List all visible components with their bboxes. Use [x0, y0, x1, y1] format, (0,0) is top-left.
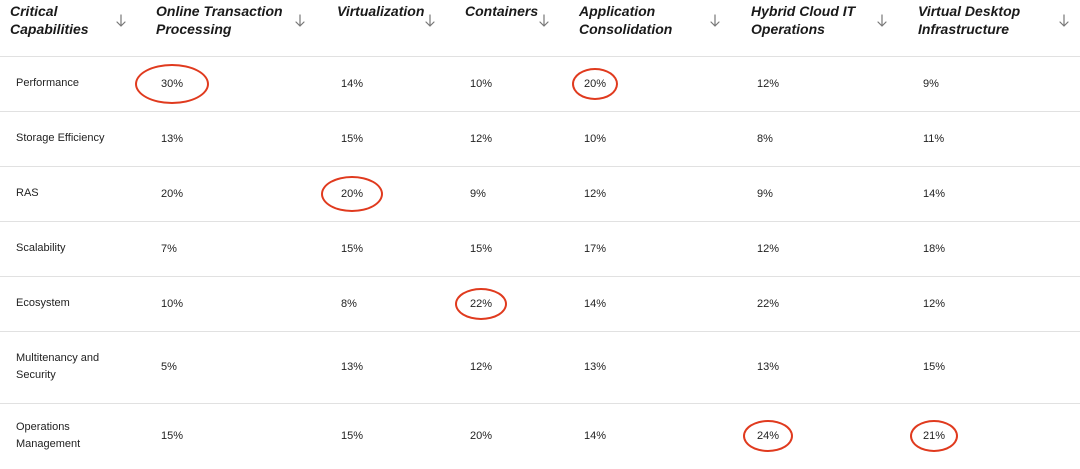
table-cell: 15% [341, 430, 364, 442]
table-cell: 8% [341, 297, 357, 310]
table-cell: 15% [923, 361, 946, 373]
row-label: Storage Efficiency [16, 132, 105, 144]
row-divider [0, 331, 1080, 332]
column-header-label: Online Transaction Processing [156, 3, 283, 37]
row-divider [0, 56, 1080, 57]
row-label: Multitenancy and Security [16, 352, 100, 381]
row-label: Performance [16, 77, 79, 89]
table-cell: 15% [341, 242, 364, 255]
arrow-down-icon[interactable] [115, 14, 127, 28]
table-cell: 14% [923, 187, 946, 200]
row-label: Scalability [16, 242, 66, 254]
table-cell: 24% [757, 430, 780, 442]
column-header-label: Application Consolidation [579, 3, 673, 37]
arrow-down-icon[interactable] [294, 14, 306, 28]
table-cell: 15% [161, 430, 184, 442]
column-header-3[interactable]: Containers [465, 2, 552, 54]
table-cell: 15% [470, 242, 493, 255]
table-cell: 15% [341, 132, 364, 145]
column-header-0[interactable]: Critical Capabilities [10, 2, 129, 54]
table-cell: 11% [923, 132, 945, 145]
table-cell: 30% [161, 77, 184, 90]
table-cell: 9% [923, 77, 939, 90]
arrow-down-icon[interactable] [876, 14, 888, 28]
column-header-6[interactable]: Virtual Desktop Infrastructure [918, 2, 1072, 54]
table-cell: 12% [470, 132, 493, 145]
table-cell: 12% [470, 361, 493, 373]
row-divider [0, 111, 1080, 112]
table-cell: 7% [161, 242, 177, 255]
table-cell: 14% [584, 430, 607, 442]
table-cell: 12% [757, 77, 780, 90]
table-cell: 12% [757, 242, 780, 255]
table-cell: 13% [757, 361, 780, 373]
row-label: Ecosystem [16, 297, 70, 309]
column-header-label: Containers [465, 3, 539, 19]
table-cell: 8% [757, 132, 773, 145]
column-header-5[interactable]: Hybrid Cloud IT Operations [751, 2, 890, 54]
table-cell: 20% [161, 187, 184, 200]
row-divider [0, 403, 1080, 404]
table-cell: 13% [161, 132, 184, 145]
row-divider [0, 221, 1080, 222]
table-cell: 20% [341, 187, 364, 200]
column-header-label: Critical Capabilities [10, 3, 89, 37]
table-cell: 17% [584, 242, 607, 255]
table-cell: 20% [470, 430, 493, 442]
table-cell: 20% [584, 77, 607, 90]
arrow-down-icon[interactable] [1058, 14, 1070, 28]
table-cell: 14% [584, 297, 607, 310]
table-cell: 9% [470, 187, 486, 200]
table-cell: 10% [584, 132, 607, 145]
table-cell: 22% [470, 297, 493, 310]
arrow-down-icon[interactable] [709, 14, 721, 28]
table-cell: 10% [470, 77, 493, 90]
table-cell: 18% [923, 242, 946, 255]
table-cell: 12% [584, 187, 607, 200]
table-cell: 13% [341, 361, 364, 373]
row-label: Operations Management [16, 421, 81, 450]
column-header-label: Hybrid Cloud IT Operations [751, 3, 856, 37]
row-label: RAS [16, 187, 39, 199]
table-cell: 12% [923, 297, 946, 310]
table-cell: 14% [341, 77, 364, 90]
column-header-1[interactable]: Online Transaction Processing [156, 2, 308, 54]
column-header-label: Virtual Desktop Infrastructure [918, 3, 1021, 37]
table-cell: 22% [757, 297, 780, 310]
table-cell: 9% [757, 187, 773, 200]
row-divider [0, 166, 1080, 167]
arrow-down-icon[interactable] [424, 14, 436, 28]
column-header-label: Virtualization [337, 3, 425, 19]
table-cell: 21% [923, 430, 946, 442]
table-cell: 5% [161, 361, 177, 373]
arrow-down-icon[interactable] [538, 14, 550, 28]
table-cell: 13% [584, 361, 607, 373]
row-divider [0, 276, 1080, 277]
column-header-2[interactable]: Virtualization [337, 2, 438, 54]
table-cell: 10% [161, 297, 184, 310]
column-header-4[interactable]: Application Consolidation [579, 2, 723, 54]
